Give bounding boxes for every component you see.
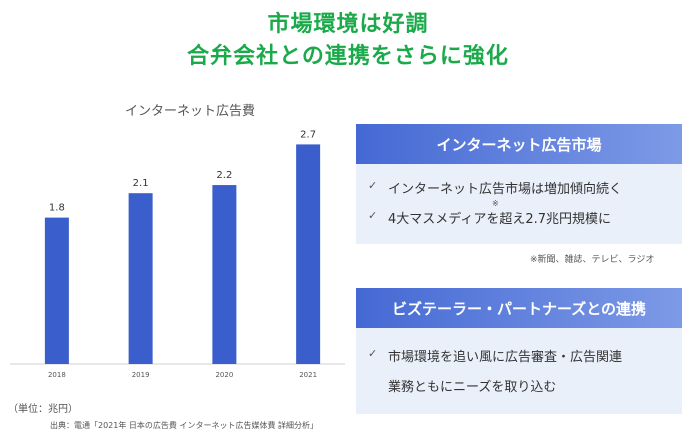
media-footnote: ※新聞、雑誌、テレビ、ラジオ [530, 255, 655, 265]
data-label-2021: 2.7 [300, 129, 316, 140]
check-icon: ✓ [368, 179, 378, 192]
chart-title: インターネット広告費 [124, 104, 255, 119]
panel-header-label: ビズテーラー・パートナーズとの連携 [391, 299, 647, 318]
data-label-2018: 1.8 [49, 203, 65, 214]
bullet-text: インターネット広告市場は増加傾向続く [388, 182, 623, 197]
partnership-panel-body: ✓ 市場環境を追い風に広告審査・広告関連 業務ともにニーズを取り込む [356, 328, 682, 414]
bullet-continuation: 業務ともにニーズを取り込む [388, 380, 557, 395]
headline-line-1: 市場環境は好調 [267, 12, 429, 37]
bullet-text: 市場環境を追い風に広告審査・広告関連 [388, 350, 623, 365]
footnote-mark: ※ [492, 199, 499, 208]
list-item: ✓ インターネット広告市場は増加傾向続く [368, 178, 682, 208]
bullet-text: 4大マスメディアを超え2.7兆円規模に [388, 212, 612, 227]
data-label-2020: 2.2 [216, 170, 232, 181]
list-item: ✓ 4大マスメディアを超え2.7兆円規模に ※ [368, 199, 682, 238]
x-tick-label-2021: 2021 [299, 371, 317, 379]
bar-chart: 1.8 2018 2.1 2019 2.2 2020 2.7 2021 [10, 129, 345, 379]
internet-ad-market-panel-body: ✓ インターネット広告市場は増加傾向続く ✓ 4大マスメディアを超え2.7兆円規… [356, 164, 682, 244]
internet-ad-market-panel-header: インターネット広告市場 [356, 124, 682, 164]
x-tick-label-2020: 2020 [215, 371, 233, 379]
x-tick-label-2018: 2018 [48, 371, 66, 379]
panel-header-label: インターネット広告市場 [436, 135, 602, 154]
bar-2019 [128, 193, 153, 364]
bar-2020 [212, 185, 237, 364]
unit-note: （単位：兆円） [8, 404, 78, 415]
data-label-2019: 2.1 [133, 178, 149, 189]
bar-2021 [296, 144, 321, 364]
partnership-panel-header: ビズテーラー・パートナーズとの連携 [356, 288, 682, 328]
source-note: 出典：電通「2021年 日本の広告費 インターネット広告媒体費 詳細分析」 [50, 421, 318, 430]
x-tick-label-2019: 2019 [132, 371, 150, 379]
check-icon: ✓ [368, 347, 378, 360]
list-item: ✓ 市場環境を追い風に広告審査・広告関連 [368, 346, 682, 376]
check-icon: ✓ [368, 209, 378, 222]
headline-line-2: 合弁会社との連携をさらに強化 [187, 44, 509, 69]
bar-2018 [44, 217, 69, 364]
